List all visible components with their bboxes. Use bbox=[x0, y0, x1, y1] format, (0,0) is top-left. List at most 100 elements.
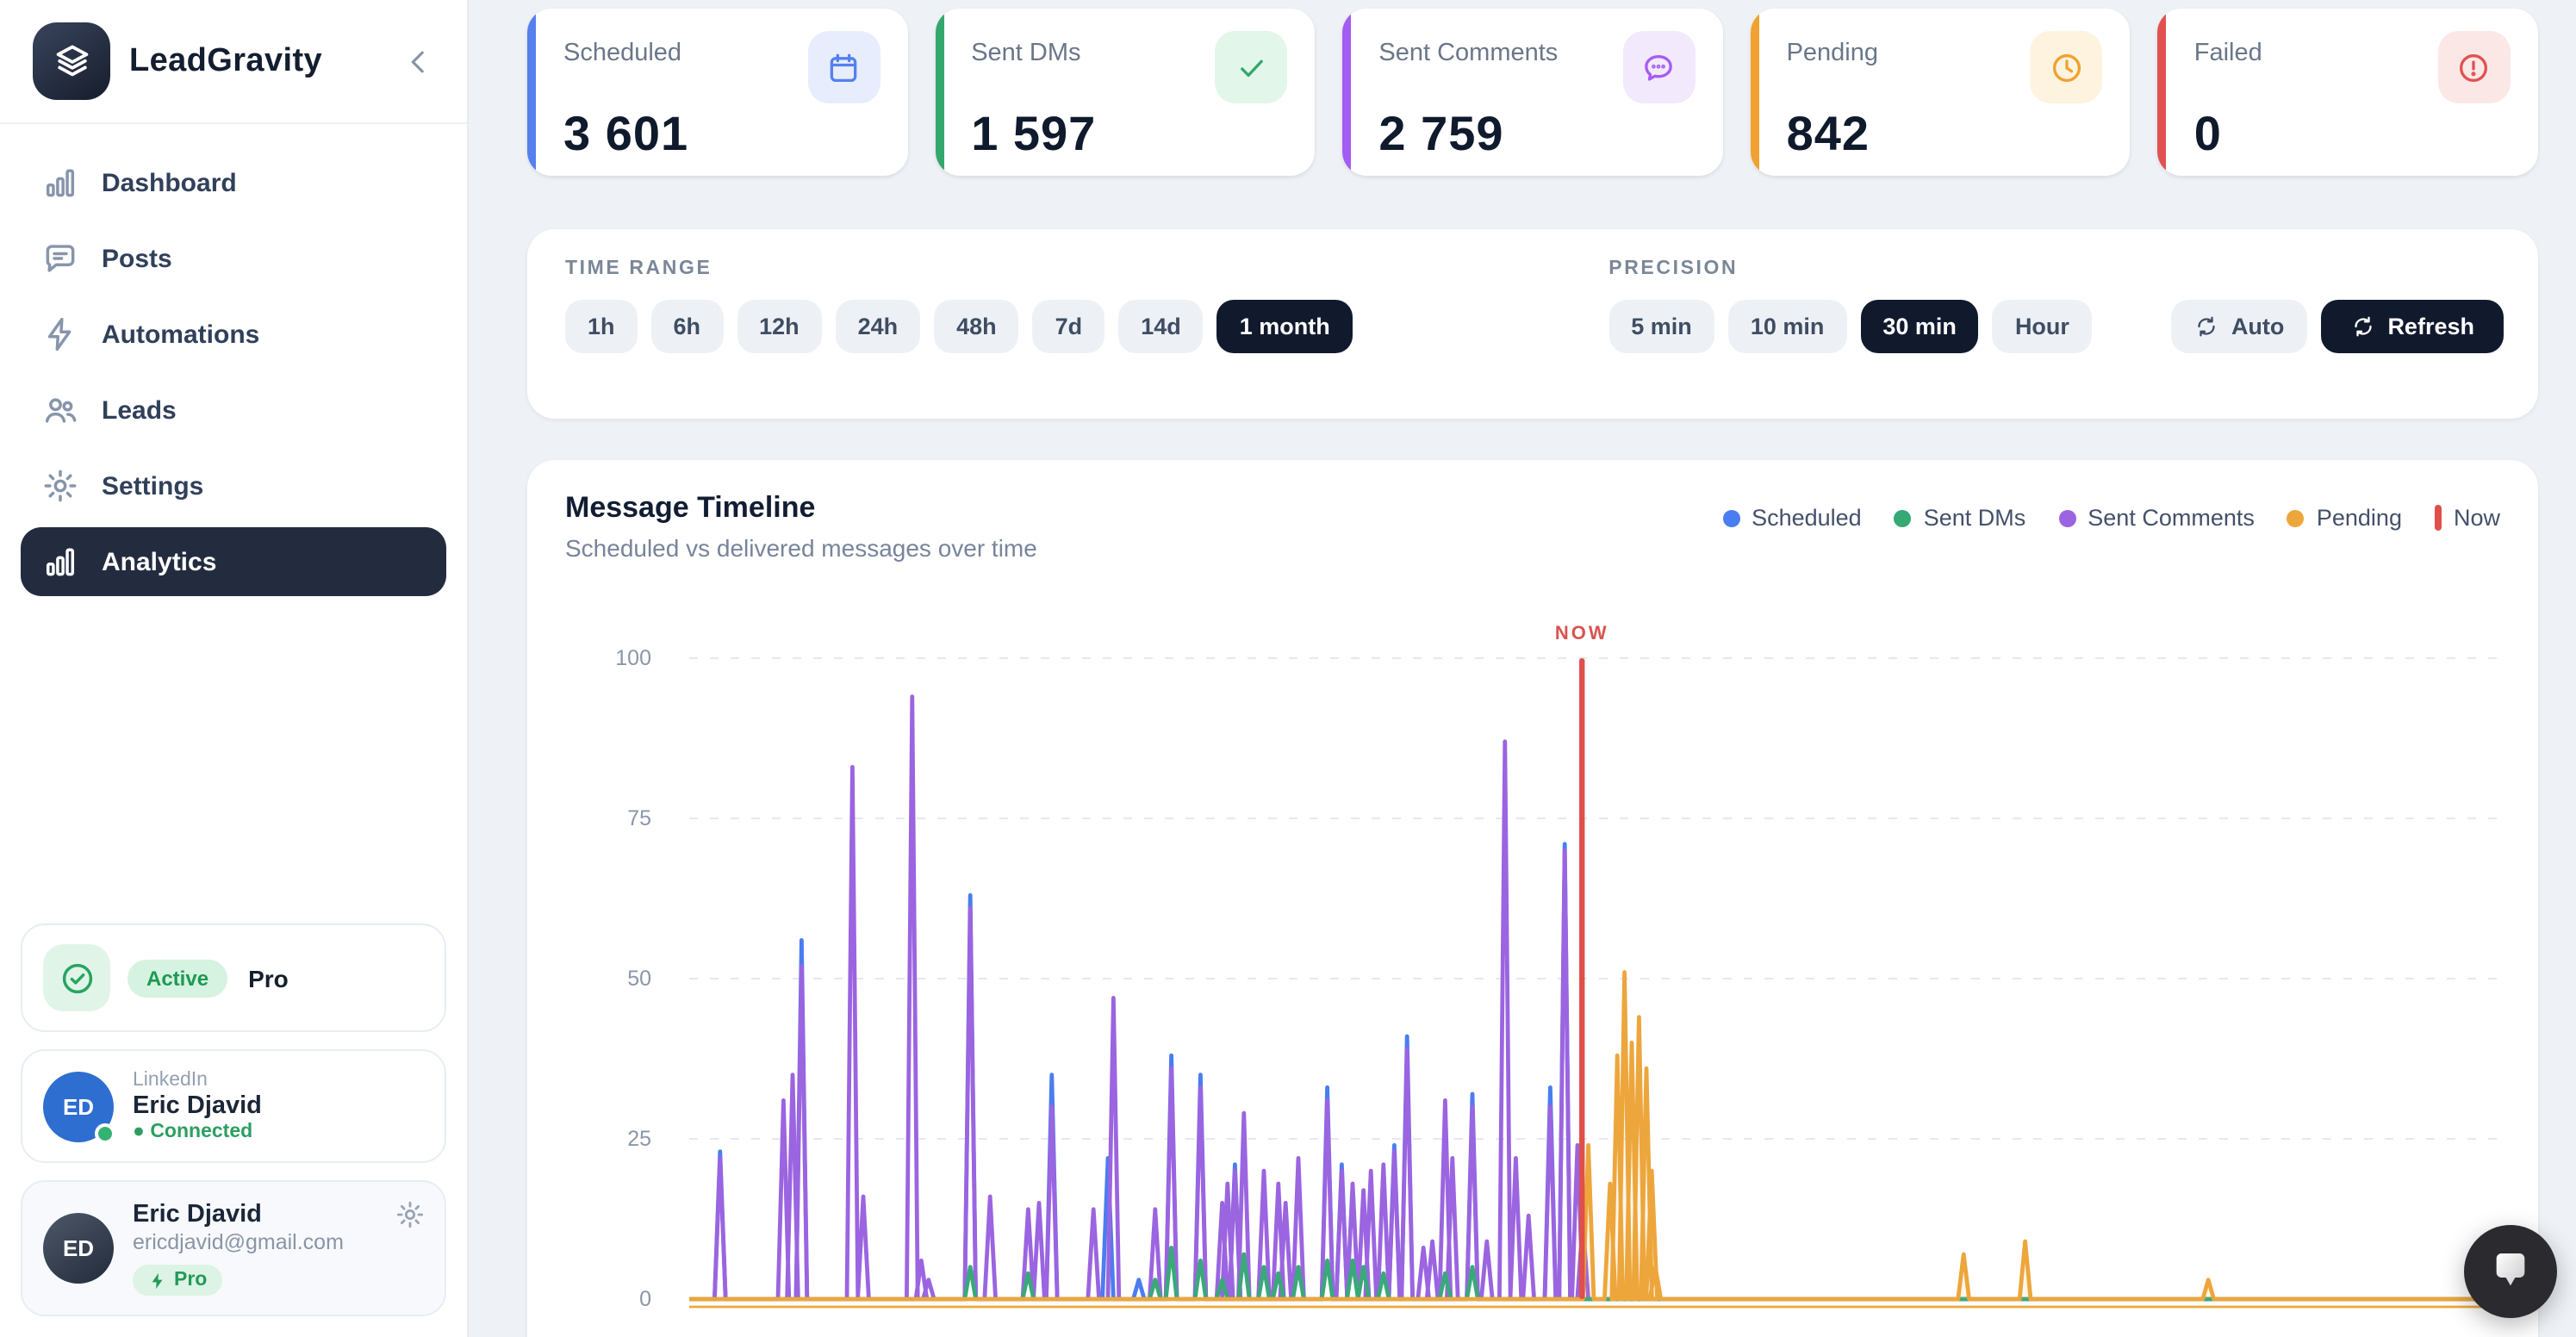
precision-button-5-min[interactable]: 5 min bbox=[1608, 300, 1714, 353]
sidebar-item-leads[interactable]: Leads bbox=[21, 376, 446, 445]
stat-label: Pending bbox=[1786, 40, 1878, 67]
time-range-label: TIME RANGE bbox=[565, 258, 712, 279]
precision-group: PRECISION 5 min 10 min 30 min Hour Auto Ref… bbox=[1608, 258, 2504, 419]
refresh-icon bbox=[2193, 314, 2219, 339]
precision-buttons: 5 min 10 min 30 min Hour bbox=[1608, 300, 2092, 353]
legend-bar bbox=[2434, 505, 2442, 531]
chat-widget-button[interactable] bbox=[2464, 1225, 2557, 1318]
controls-card: TIME RANGE 1h 6h 12h 24h 48h 7d 14d 1 month PRE… bbox=[527, 229, 2538, 419]
sidebar-item-dashboard[interactable]: Dashboard bbox=[21, 148, 446, 217]
time-range-button-12h[interactable]: 12h bbox=[737, 300, 822, 353]
precision-button-30-min[interactable]: 30 min bbox=[1860, 300, 1979, 353]
stat-value: 1 597 bbox=[971, 107, 1097, 160]
y-axis-label: 50 bbox=[627, 967, 651, 991]
stat-label: Sent DMs bbox=[971, 40, 1081, 67]
legend-dot bbox=[2058, 509, 2076, 526]
check-icon bbox=[1215, 31, 1288, 103]
legend-item-sent-comments[interactable]: Sent Comments bbox=[2058, 505, 2255, 531]
user-name: Eric Djavid bbox=[133, 1201, 262, 1228]
sidebar-item-posts[interactable]: Posts bbox=[21, 224, 446, 293]
sidebar-item-label: Dashboard bbox=[102, 168, 237, 197]
y-axis-label: 0 bbox=[639, 1287, 651, 1311]
linkedin-avatar: ED bbox=[43, 1071, 115, 1143]
bolt-icon bbox=[148, 1271, 167, 1290]
sidebar-item-settings[interactable]: Settings bbox=[21, 451, 446, 520]
user-profile-card[interactable]: ED Eric Djavid ericdjavid@gmail.com Pro bbox=[21, 1180, 446, 1316]
stat-accent-bar bbox=[1342, 9, 1352, 176]
app-title: LeadGravity bbox=[129, 42, 323, 78]
time-range-button-14d[interactable]: 14d bbox=[1118, 300, 1204, 353]
linkedin-account-name: Eric Djavid bbox=[133, 1092, 262, 1120]
legend-item-pending[interactable]: Pending bbox=[2287, 505, 2402, 531]
plan-name: Pro bbox=[248, 964, 289, 992]
stat-value: 3 601 bbox=[563, 107, 689, 160]
precision-button-10-min[interactable]: 10 min bbox=[1727, 300, 1847, 353]
time-range-button-1-month[interactable]: 1 month bbox=[1216, 300, 1353, 353]
alert-icon bbox=[2437, 31, 2511, 103]
stat-label: Failed bbox=[2193, 40, 2262, 67]
chart-title: Message Timeline bbox=[565, 491, 816, 524]
sidebar-nav: Dashboard Posts Automations Leads Settings An… bbox=[0, 124, 467, 596]
stat-accent-bar bbox=[1750, 9, 1759, 176]
legend-dot bbox=[1894, 509, 1912, 526]
sidebar-item-label: Automations bbox=[102, 320, 260, 349]
stat-value: 2 759 bbox=[1378, 107, 1504, 160]
auto-refresh-button[interactable]: Auto bbox=[2170, 300, 2307, 353]
y-axis-label: 75 bbox=[627, 806, 651, 830]
time-range-buttons: 1h 6h 12h 24h 48h 7d 14d 1 month bbox=[565, 300, 1353, 353]
layers-icon bbox=[51, 40, 92, 82]
stat-card-scheduled: Scheduled 3 601 bbox=[527, 9, 908, 176]
timeline-plot: NOW 13/01 07:0015/01 05:3017/01 04:0019/… bbox=[565, 624, 2502, 1337]
sidebar-item-label: Leads bbox=[102, 395, 177, 425]
user-avatar: ED bbox=[43, 1213, 114, 1284]
users-icon bbox=[41, 391, 79, 429]
stat-card-pending: Pending 842 bbox=[1750, 9, 2131, 176]
legend-item-sent-dms[interactable]: Sent DMs bbox=[1894, 505, 2025, 531]
linkedin-account-card[interactable]: ED LinkedIn Eric Djavid ● Connected bbox=[21, 1049, 446, 1163]
stat-card-sent-comments: Sent Comments 2 759 bbox=[1342, 9, 1723, 176]
sidebar-collapse-button[interactable] bbox=[398, 40, 439, 82]
stat-accent-bar bbox=[935, 9, 944, 176]
chat-icon bbox=[1622, 31, 1696, 103]
main-content: Scheduled 3 601 Sent DMs 1 597 Sent Comments… bbox=[469, 0, 2576, 1337]
sidebar-header: LeadGravity bbox=[0, 0, 467, 124]
leadgravity-logo bbox=[33, 22, 110, 100]
time-range-button-7d[interactable]: 7d bbox=[1032, 300, 1105, 353]
sidebar-item-label: Posts bbox=[102, 244, 172, 273]
y-axis-label: 100 bbox=[615, 646, 651, 670]
connection-status: ● Connected bbox=[133, 1122, 253, 1142]
chat-bubble-icon bbox=[2486, 1247, 2535, 1296]
precision-button-hour[interactable]: Hour bbox=[1992, 300, 2092, 353]
sidebar-item-analytics[interactable]: Analytics bbox=[21, 527, 446, 596]
chart-subtitle: Scheduled vs delivered messages over tim… bbox=[565, 534, 1037, 562]
stat-card-sent-dms: Sent DMs 1 597 bbox=[935, 9, 1316, 176]
timeline-chart-svg[interactable] bbox=[689, 651, 2502, 1334]
check-circle-icon bbox=[43, 944, 110, 1011]
profile-settings-button[interactable] bbox=[395, 1199, 426, 1230]
time-range-button-48h[interactable]: 48h bbox=[934, 300, 1019, 353]
message-timeline-card: Message Timeline Scheduled vs delivered … bbox=[527, 460, 2538, 1337]
stat-value: 0 bbox=[2193, 107, 2222, 160]
legend-item-now[interactable]: Now bbox=[2434, 505, 2500, 531]
refresh-button[interactable]: Refresh bbox=[2320, 300, 2504, 353]
stat-label: Sent Comments bbox=[1378, 40, 1559, 67]
legend-dot bbox=[1722, 509, 1740, 526]
gear-icon bbox=[395, 1199, 426, 1230]
precision-label: PRECISION bbox=[1608, 258, 1739, 279]
now-marker-label: NOW bbox=[1554, 624, 1609, 644]
zap-icon bbox=[41, 315, 79, 353]
stat-accent-bar bbox=[2157, 9, 2167, 176]
sidebar-item-automations[interactable]: Automations bbox=[21, 300, 446, 369]
stats-row: Scheduled 3 601 Sent DMs 1 597 Sent Comments… bbox=[527, 9, 2538, 176]
time-range-button-24h[interactable]: 24h bbox=[835, 300, 921, 353]
time-range-button-6h[interactable]: 6h bbox=[650, 300, 724, 353]
bar-chart-icon bbox=[41, 543, 79, 581]
legend-item-scheduled[interactable]: Scheduled bbox=[1722, 505, 1862, 531]
plan-status-card: Active Pro bbox=[21, 923, 446, 1032]
time-range-button-1h[interactable]: 1h bbox=[565, 300, 638, 353]
user-email: ericdjavid@gmail.com bbox=[133, 1230, 344, 1254]
stat-value: 842 bbox=[1786, 107, 1870, 160]
sidebar: LeadGravity Dashboard Posts Automations Lea… bbox=[0, 0, 469, 1337]
status-badge: Active bbox=[128, 959, 228, 997]
